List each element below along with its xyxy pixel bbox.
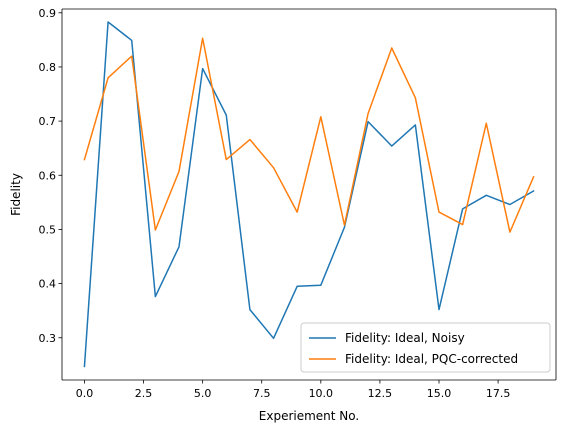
series-1-point xyxy=(485,195,487,197)
series-1-point xyxy=(391,145,393,147)
series-1-point xyxy=(438,309,440,311)
series-2-point xyxy=(131,55,133,57)
x-tick-label: 0.0 xyxy=(76,387,94,400)
series-2-point xyxy=(107,77,109,79)
series-1-point xyxy=(178,246,180,248)
series-layer xyxy=(83,21,535,368)
series-1-point xyxy=(273,338,275,340)
legend-label-1: Fidelity: Ideal, Noisy xyxy=(345,331,465,345)
y-tick-label: 0.3 xyxy=(39,332,57,345)
x-tick-label: 10.0 xyxy=(309,387,334,400)
x-tick-label: 17.5 xyxy=(486,387,511,400)
y-tick-label: 0.6 xyxy=(39,169,57,182)
series-2-point xyxy=(391,47,393,49)
x-tick-label: 2.5 xyxy=(135,387,153,400)
series-1-point xyxy=(155,296,157,298)
series-2-point xyxy=(533,176,535,178)
series-1-point xyxy=(509,204,511,206)
y-axis-label: Fidelity xyxy=(9,173,23,216)
series-2-point xyxy=(155,229,157,231)
y-tick-label: 0.5 xyxy=(39,223,57,236)
legend-box xyxy=(300,322,551,373)
series-1-point xyxy=(367,121,369,123)
legend-label-2: Fidelity: Ideal, PQC-corrected xyxy=(345,352,518,366)
series-1-point xyxy=(320,284,322,286)
series-1-point xyxy=(415,124,417,126)
series-1-point xyxy=(107,21,109,23)
series-1-point xyxy=(296,286,298,288)
x-tick-label: 7.5 xyxy=(253,387,271,400)
series-1-point xyxy=(84,366,86,368)
series-2-point xyxy=(462,224,464,226)
series-1-point xyxy=(225,114,227,116)
x-tick-label: 12.5 xyxy=(368,387,393,400)
series-1-point xyxy=(344,226,346,228)
series-line-2 xyxy=(83,37,535,233)
series-1-point xyxy=(249,309,251,311)
plot-area xyxy=(62,9,556,380)
series-2-point xyxy=(273,167,275,169)
series-1-point xyxy=(462,208,464,210)
legend: Fidelity: Ideal, Noisy Fidelity: Ideal, P… xyxy=(300,322,551,373)
y-tick-label: 0.9 xyxy=(39,7,57,20)
series-2-point xyxy=(225,159,227,161)
series-2-point xyxy=(415,97,417,99)
y-tick-label: 0.8 xyxy=(39,61,57,74)
series-2-point xyxy=(178,171,180,173)
x-axis-label: Experiement No. xyxy=(259,409,359,423)
series-2-point xyxy=(202,37,204,39)
series-2-point xyxy=(509,231,511,233)
y-tick-label: 0.7 xyxy=(39,115,57,128)
y-tick-label: 0.4 xyxy=(39,278,57,291)
axes-layer: 0.0 2.5 5.0 7.5 10.0 12.5 15.0 17.5 0.3 0.4 0.5 0.6… xyxy=(39,7,557,400)
x-tick-label: 5.0 xyxy=(194,387,212,400)
series-line-1 xyxy=(83,21,535,368)
series-2-point xyxy=(344,224,346,226)
series-2-point xyxy=(320,116,322,118)
plot-background xyxy=(62,9,556,380)
series-1-point xyxy=(202,68,204,70)
series-2-point xyxy=(84,159,86,161)
x-tick-label: 15.0 xyxy=(427,387,452,400)
series-2-point xyxy=(367,113,369,115)
series-2-point xyxy=(485,122,487,124)
series-2-point xyxy=(296,211,298,213)
series-1-point xyxy=(533,190,535,192)
series-1-point xyxy=(131,40,133,42)
series-2-point xyxy=(249,139,251,141)
series-2-point xyxy=(438,211,440,213)
